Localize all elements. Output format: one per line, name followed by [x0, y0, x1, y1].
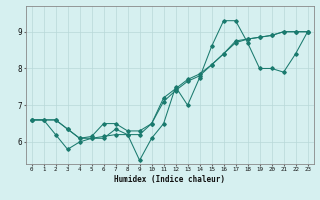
X-axis label: Humidex (Indice chaleur): Humidex (Indice chaleur)	[114, 175, 225, 184]
